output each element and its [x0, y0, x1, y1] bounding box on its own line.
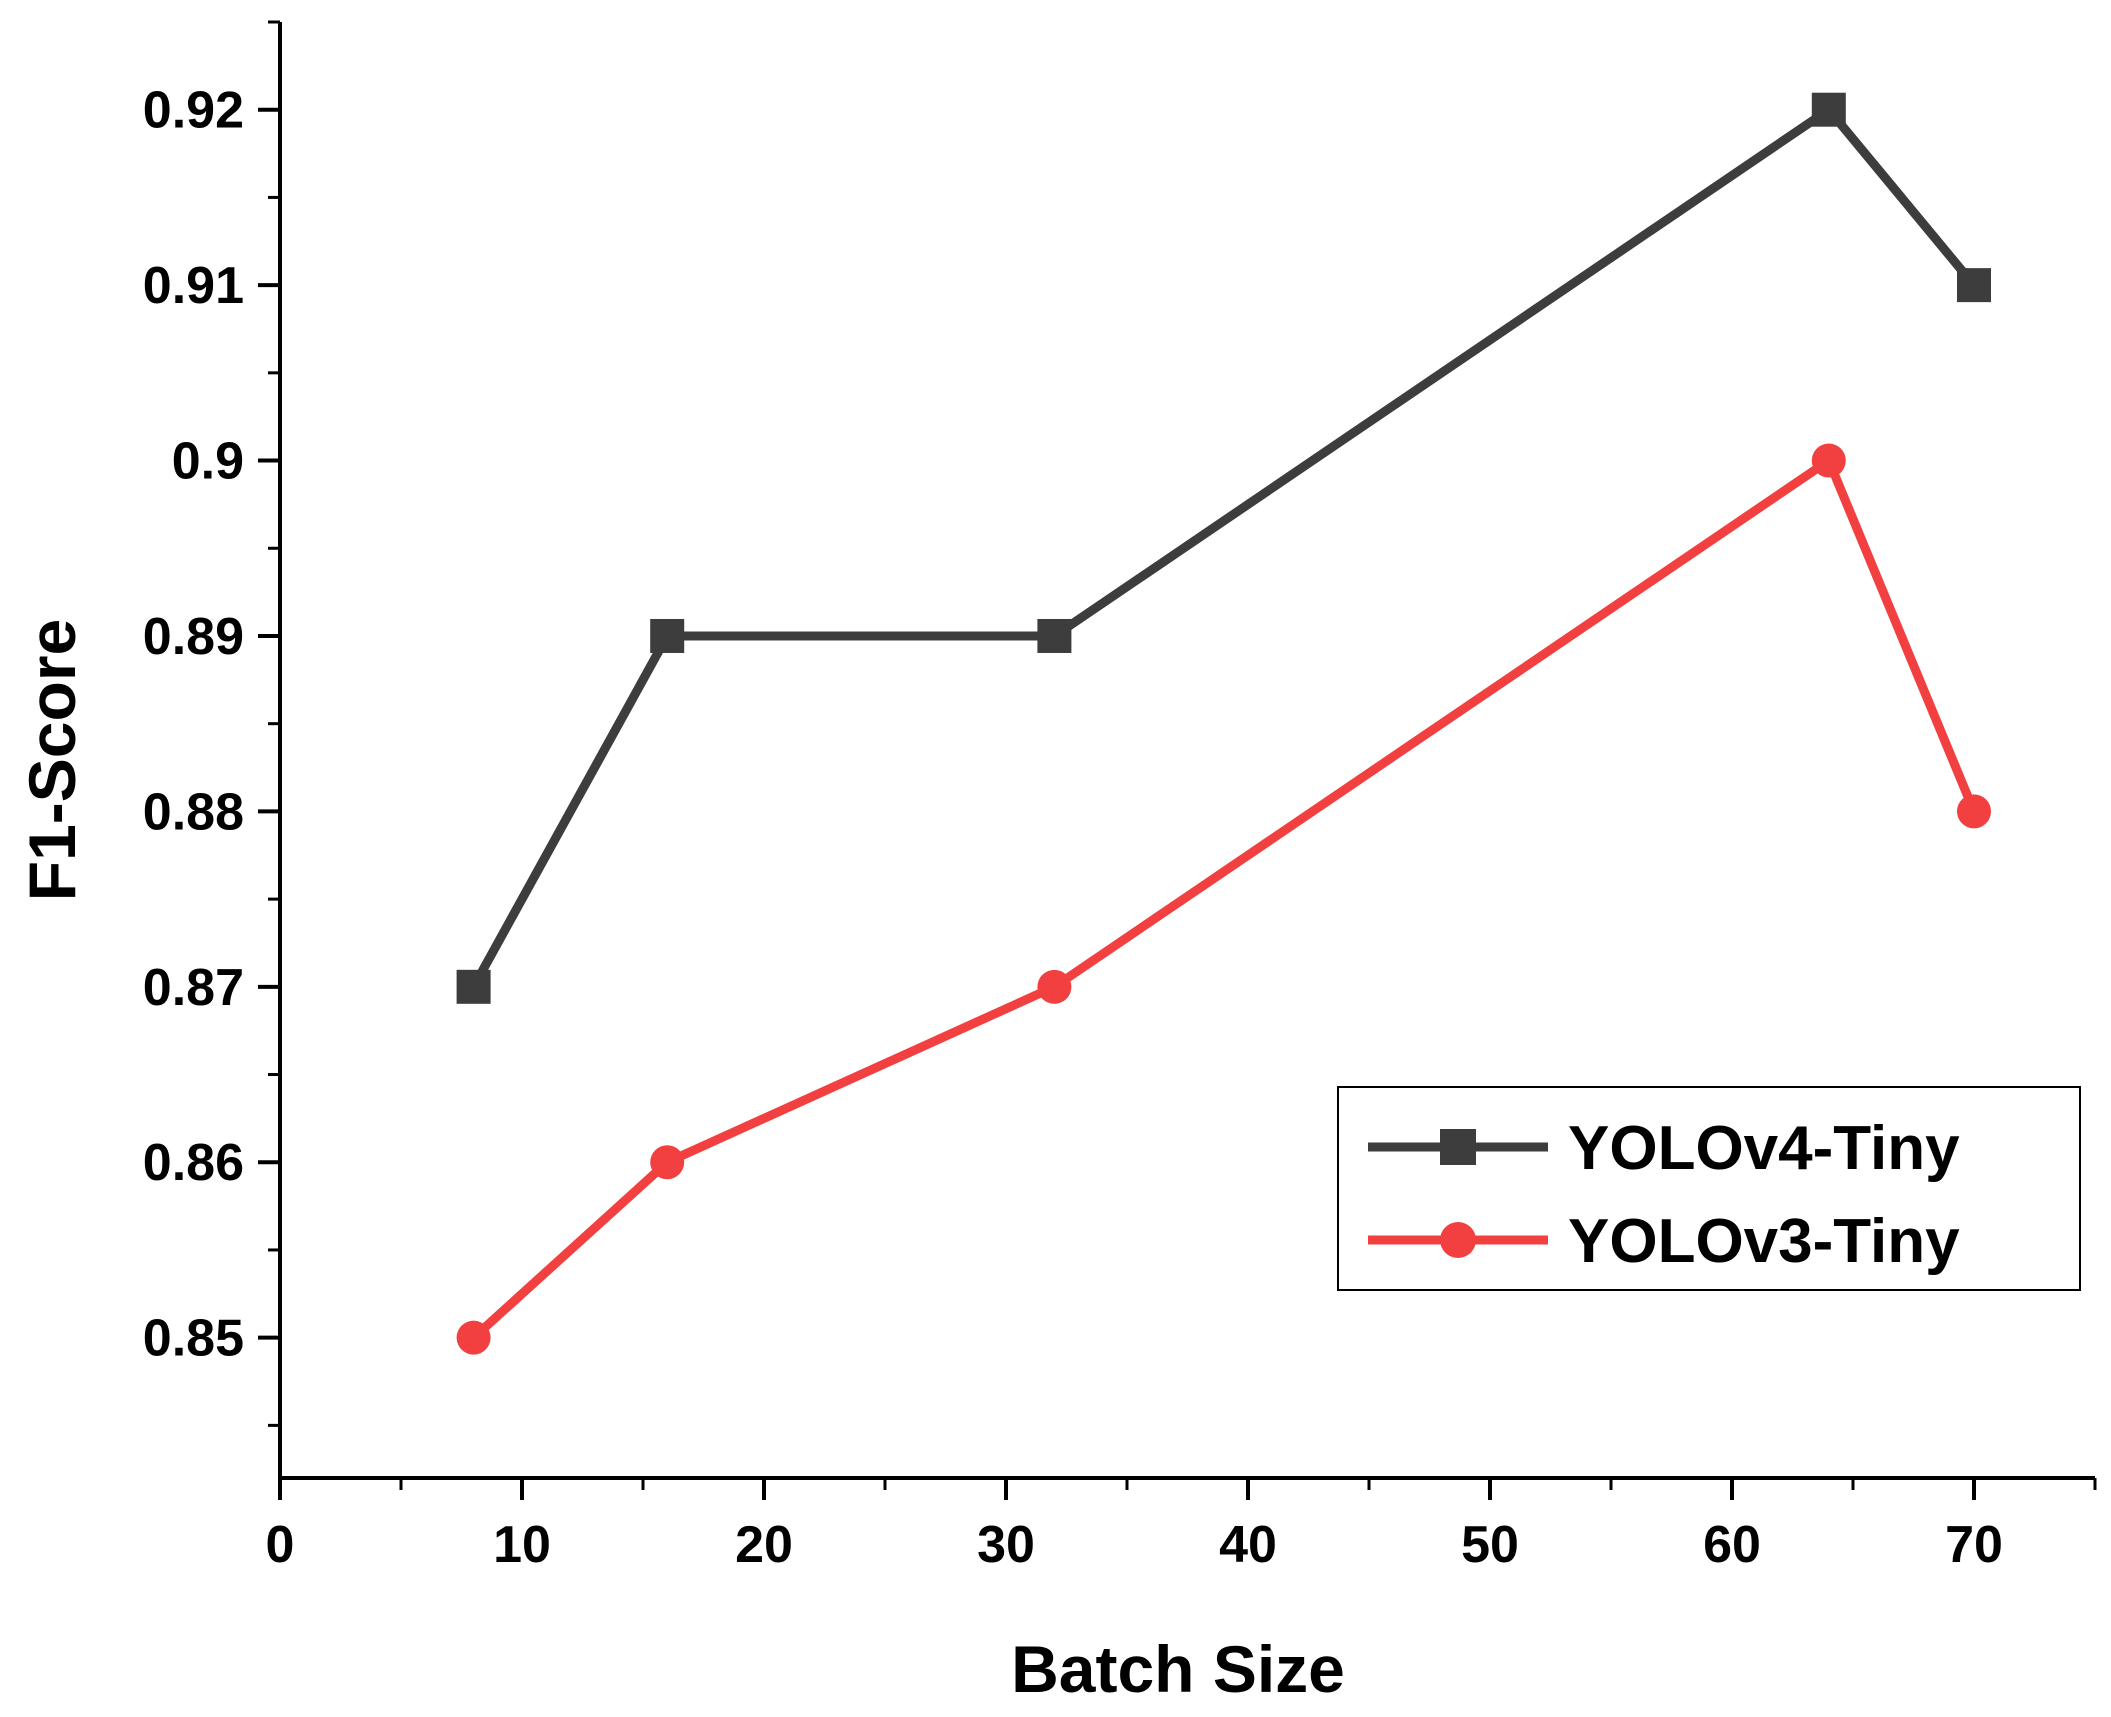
y-tick-label: 0.87	[143, 959, 244, 1017]
x-tick-label: 50	[1461, 1516, 1519, 1574]
axes: 0 10 20 30 40 50 60 70 0.85 0.86 0.87 0.88 0.89 0.9 0.…	[143, 20, 2097, 1574]
x-tick-label: 20	[735, 1516, 793, 1574]
x-tick-label: 0	[266, 1516, 295, 1574]
data-point-square	[1811, 92, 1846, 127]
data-point-circle	[1811, 443, 1846, 478]
y-tick-label: 0.88	[143, 783, 244, 841]
series-yolov4-tiny	[456, 92, 1991, 1004]
legend-marker-circle	[1440, 1222, 1476, 1258]
x-tick-label: 70	[1945, 1516, 2003, 1574]
data-point-square	[456, 969, 491, 1004]
x-tick-label: 60	[1703, 1516, 1761, 1574]
y-tick-label: 0.86	[143, 1134, 244, 1192]
legend-marker-square	[1440, 1129, 1476, 1165]
data-point-circle	[650, 1145, 685, 1180]
legend-label-yolov4-tiny: YOLOv4-Tiny	[1568, 1114, 1960, 1183]
y-tick-label: 0.92	[143, 82, 244, 140]
data-point-circle	[1037, 969, 1072, 1004]
y-axis-title: F1-Score	[15, 619, 89, 901]
data-point-square	[650, 618, 685, 653]
series-line-yolov4-tiny	[469, 103, 1978, 989]
data-point-square	[1957, 268, 1991, 303]
x-tick-label: 40	[1219, 1516, 1277, 1574]
x-axis-title: Batch Size	[1011, 1632, 1345, 1706]
y-tick-label: 0.89	[143, 608, 244, 666]
series-yolov3-tiny	[456, 443, 1991, 1355]
y-tick-label: 0.91	[143, 257, 244, 315]
x-tick-label: 30	[977, 1516, 1035, 1574]
y-tick-label: 0.9	[172, 433, 244, 491]
legend: YOLOv4-Tiny YOLOv3-Tiny	[1337, 1086, 2081, 1291]
data-point-circle	[1957, 794, 1991, 829]
series-layer	[456, 92, 1991, 1355]
data-point-square	[1037, 618, 1072, 653]
x-tick-label: 10	[493, 1516, 551, 1574]
legend-label-yolov3-tiny: YOLOv3-Tiny	[1568, 1207, 1960, 1276]
data-point-circle	[456, 1320, 491, 1355]
y-tick-label: 0.85	[143, 1310, 244, 1368]
